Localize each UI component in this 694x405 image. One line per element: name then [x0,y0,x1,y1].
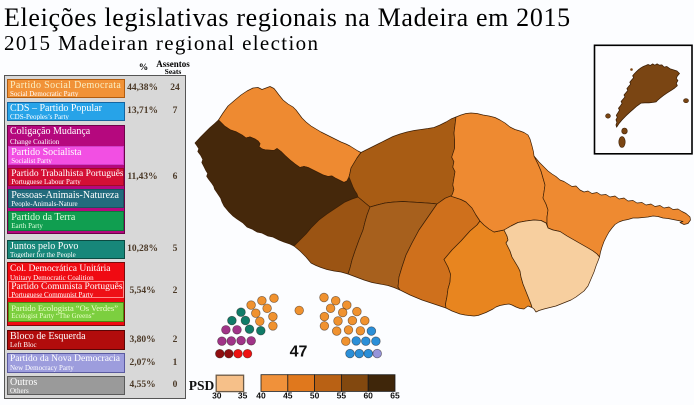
svg-text:50: 50 [310,391,320,401]
svg-text:45: 45 [283,391,293,401]
svg-text:35: 35 [238,391,248,401]
svg-text:65: 65 [390,391,400,401]
svg-text:40: 40 [256,391,266,401]
svg-text:PSD: PSD [189,378,215,393]
svg-text:60: 60 [363,391,373,401]
svg-text:47: 47 [290,343,308,360]
svg-text:30: 30 [212,391,222,401]
svg-text:55: 55 [337,391,347,401]
